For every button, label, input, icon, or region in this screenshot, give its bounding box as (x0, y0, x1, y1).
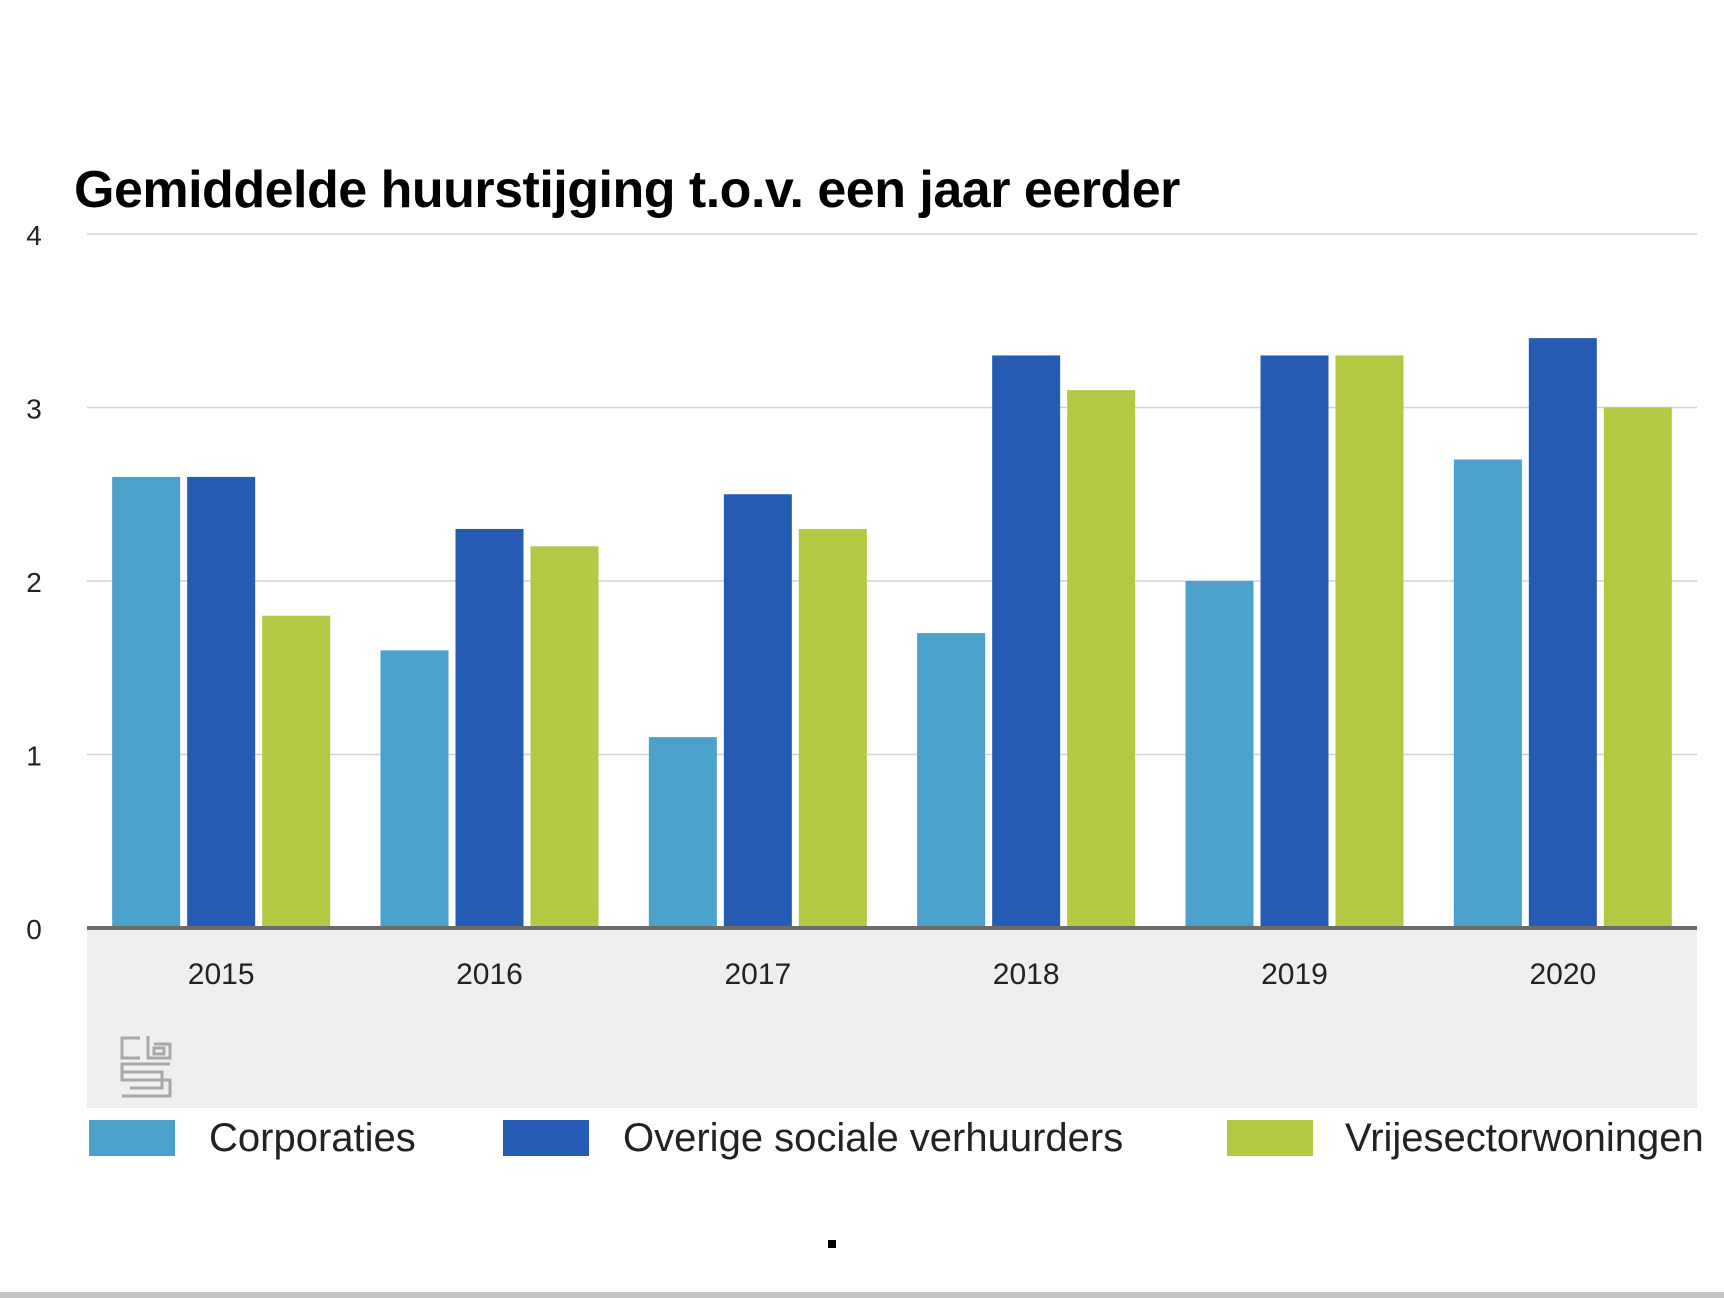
bar-overige-sociale-verhuurders-2015 (187, 476, 256, 928)
legend-swatch (89, 1120, 175, 1156)
cbs-logo-icon (120, 1036, 172, 1098)
bar-corporaties-2015 (112, 476, 181, 928)
bar-vrijesectorwoningen-2015 (262, 615, 331, 928)
bar-corporaties-2016 (380, 650, 449, 928)
legend-label: Corporaties (209, 1116, 416, 1160)
bottom-divider (0, 1292, 1724, 1298)
legend-label: Overige sociale verhuurders (623, 1116, 1124, 1160)
bar-corporaties-2019 (1185, 581, 1254, 928)
bars (112, 338, 1672, 929)
y-tick-labels: 0 1 2 3 4 (26, 220, 42, 945)
bar-vrijesectorwoningen-2016 (530, 546, 599, 928)
footer-dot (828, 1240, 836, 1248)
grid-lines (87, 233, 1697, 756)
x-tick-label: 2020 (1529, 958, 1596, 991)
x-tick-label: 2019 (1261, 958, 1328, 991)
y-tick-label: 0 (26, 914, 42, 945)
x-tick-label: 2018 (993, 958, 1060, 991)
y-tick-label: 2 (26, 567, 42, 598)
bar-corporaties-2017 (648, 737, 717, 928)
y-tick-label: 4 (26, 220, 42, 251)
legend-label: Vrijesectorwoningen (1345, 1116, 1704, 1160)
y-tick-label: 1 (26, 741, 42, 772)
x-tick-label: 2016 (456, 958, 523, 991)
x-tick-label: 2017 (724, 958, 791, 991)
bar-overige-sociale-verhuurders-2019 (1260, 355, 1329, 928)
bar-vrijesectorwoningen-2018 (1067, 390, 1136, 928)
legend-swatch (503, 1120, 589, 1156)
x-axis-band (87, 928, 1697, 1108)
y-tick-label: 3 (26, 394, 42, 425)
bar-corporaties-2020 (1453, 459, 1522, 928)
legend: Corporaties Overige sociale verhuurders … (0, 1110, 1724, 1170)
bar-vrijesectorwoningen-2019 (1335, 355, 1404, 928)
bar-corporaties-2018 (917, 633, 986, 928)
bar-overige-sociale-verhuurders-2016 (455, 528, 524, 928)
bar-vrijesectorwoningen-2017 (798, 528, 867, 928)
bar-vrijesectorwoningen-2020 (1603, 407, 1672, 928)
chart-title: Gemiddelde huurstijging t.o.v. een jaar … (74, 161, 1180, 219)
bar-overige-sociale-verhuurders-2018 (992, 355, 1061, 928)
x-tick-labels: 2015 2016 2017 2018 2019 2020 (188, 958, 1596, 991)
bar-overige-sociale-verhuurders-2017 (723, 494, 792, 928)
legend-swatch (1227, 1120, 1313, 1156)
bar-overige-sociale-verhuurders-2020 (1528, 338, 1597, 929)
x-tick-label: 2015 (188, 958, 255, 991)
